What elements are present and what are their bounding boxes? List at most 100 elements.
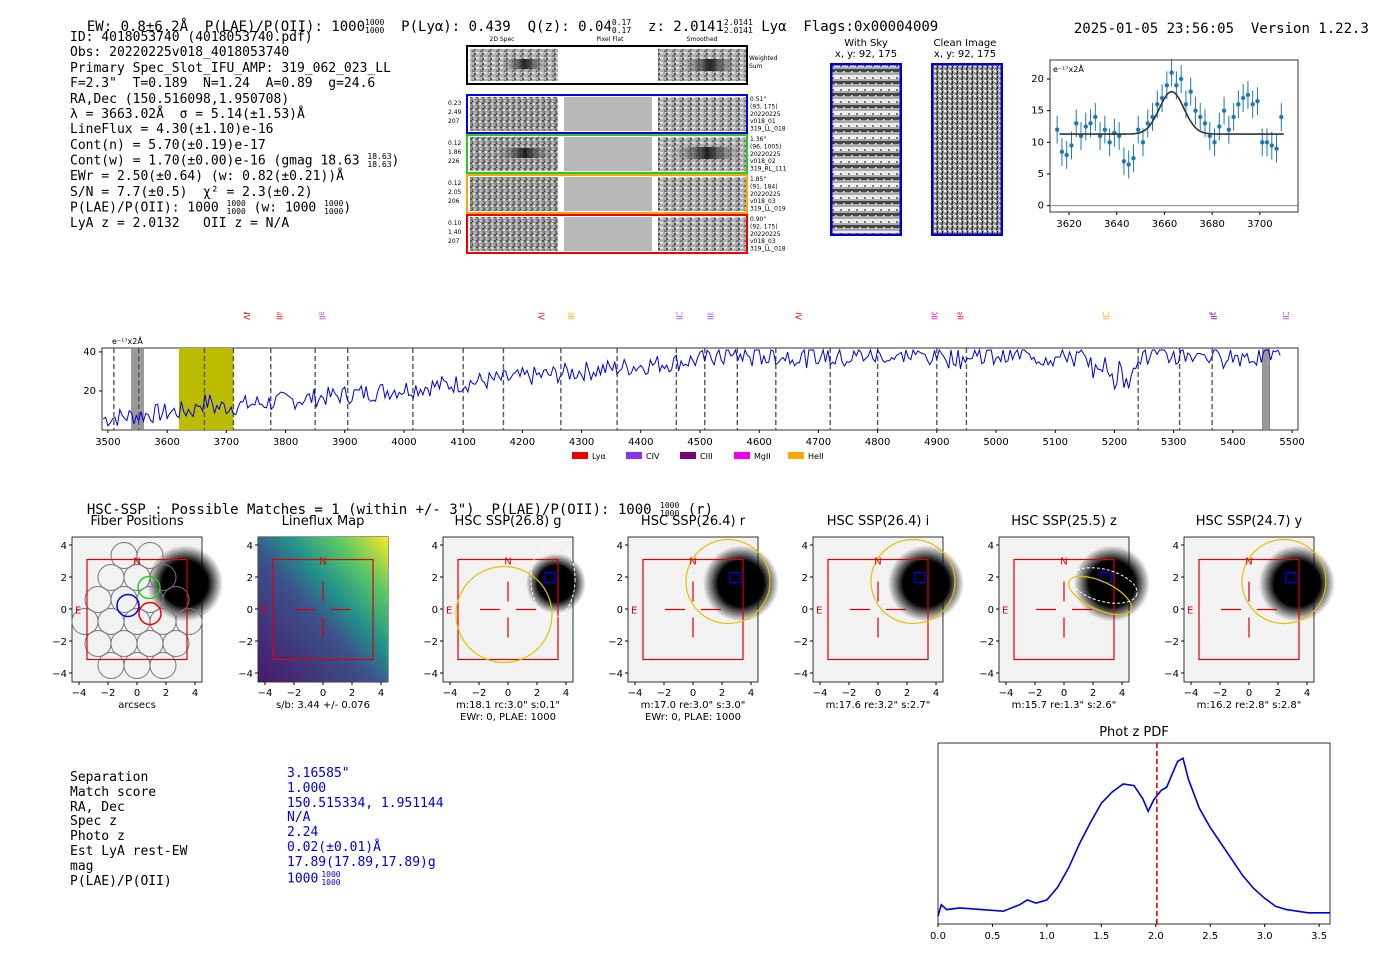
smoothed-cell [658,177,746,211]
x-tick-label: 4700 [806,437,831,448]
spec2d-row-left-label: 2.05 [448,189,462,196]
info-ewr: EWr = 2.50(±0.64) (w: 0.82(±0.21))Å [70,169,344,185]
spec2d-row-left-label: 0.23 [448,100,462,107]
header-bar: EW: 0.8±6.2Å P(LAE)/P(OII): 10001000 1000… [70,3,938,36]
header-z-sub: 2.0141 [723,26,753,35]
data-point [1221,108,1227,113]
counterpart-marker [914,571,926,584]
header-plae: P(LAE)/P(OII): 1000 [204,19,366,35]
x-tick-label: 1.0 [1039,931,1055,942]
y-tick-label: −2 [238,637,253,648]
x-tick-label: 2 [1275,688,1281,699]
info-contw-text: Cont(w) = 1.70(±0.00)e-16 (gmag 18.63 [70,153,360,169]
y-tick-label: 40 [83,347,96,358]
sky-cutout-coords: x, y: 92, 175 [834,49,898,60]
fiber-circle [116,593,140,618]
x-tick-label: 5400 [1220,437,1245,448]
match-label: P(LAE)/P(OII) [70,873,172,889]
info-plae-sub: 1000 [226,207,246,217]
x-tick-label: 2 [1090,688,1096,699]
hsc-panel-title: HSC SSP(25.5) z [1011,514,1117,529]
aperture-ellipse [685,538,771,625]
data-point [1069,143,1074,148]
spec2d-row-left-label: 0.12 [448,140,462,147]
x-tick-label: −2 [472,688,487,699]
data-point [1164,83,1170,88]
y-tick-label: 2 [802,573,808,584]
y-tick-label: 0 [432,605,438,616]
hsc-panel: Lineflux Map N E 4 2 0 −2 −4 −4 −2 0 2 4 s/b: 3.44 +/… [238,514,389,711]
legend-label: CIII [700,452,713,461]
emission-line-label: CII [1281,312,1290,320]
spectrum-axes [101,347,1299,431]
match-plae-fraction: 1000 1000 [321,870,340,887]
legend-label: CIV [646,452,660,461]
y-tick-label: 15 [1031,106,1044,117]
data-point [1088,121,1093,126]
legend-label: Lyα [592,452,606,461]
header-date: 2025-01-05 23:56:05 [1073,21,1235,37]
match-value-text: 0.02(±0.01)Å [287,839,381,855]
y-tick-label: 20 [83,386,96,397]
spec2d-row-right-label: 1.36" [750,136,766,143]
y-tick-label: 20 [1031,74,1044,85]
header-ew: EW: 0.8±6.2Å [86,19,189,35]
data-point [1183,102,1189,107]
x-tick-label: 2.5 [1202,931,1218,942]
y-tick-label: −2 [979,637,994,648]
spec2d-row-right-label: 20220225 [750,111,781,118]
counterpart-marker [729,571,741,584]
y-tick-label: 0 [988,605,994,616]
data-point [1264,140,1270,145]
spec2d-row-right-label: (96, 1005) [750,143,781,150]
bright-source [526,553,586,614]
aperture-ellipse [455,565,553,664]
aperture-box [86,558,188,661]
legend-swatch [626,452,642,459]
spec2d-row-right-label: v018_02 [750,158,776,165]
y-tick-label: 5 [1038,169,1044,180]
data-point [1064,152,1069,158]
info-primary: Primary Spec_Slot_IFU_AMP: 319_062_023_L… [70,60,391,76]
spec2d-row-left-label: 0.10 [448,220,462,227]
x-tick-label: 3640 [1104,219,1129,230]
x-tick-label: 3700 [1247,219,1272,230]
data-point [1116,133,1122,139]
spec2d-row-right-label: 0.90" [750,216,766,223]
info-plae: P(LAE)/P(OII): 1000 1000 1000 (w: 1000 10… [70,199,352,217]
x-tick-label: 2 [534,688,540,699]
x-tick-label: 0 [1246,688,1252,699]
x-tick-label: 4 [563,688,569,699]
info-lambda: λ = 3663.02Å σ = 5.14(±1.53)Å [70,107,305,123]
x-tick-label: 5300 [1161,437,1186,448]
spec2d-row-right-label: 20220225 [750,191,781,198]
bright-source [147,545,223,622]
spec2d-row-right-label: 0.51" [750,96,766,103]
data-point [1178,76,1184,82]
info-plae-w-sup: 1000 [324,199,344,209]
y-axis-label: e⁻¹⁷x2Å [112,335,143,346]
smoothed-cell [658,217,746,251]
east-label: E [261,606,267,617]
header-plae-sup: 1000 [365,18,385,27]
info-sn: S/N = 7.7(±0.5) χ² = 2.3(±0.2) [70,184,313,200]
match-label: Spec z [70,814,117,830]
y-tick-label: 4 [61,541,67,552]
x-tick-label: 4600 [746,437,771,448]
hsc-panel-caption: m:17.0 re:3.0" s:3.0" [641,700,746,711]
header-version: Version 1.22.3 [1250,21,1369,37]
header-qz: Q(z): 0.04 [527,19,612,35]
y-tick-label: 0 [1038,201,1044,212]
masked-region [131,347,144,431]
x-tick-label: 2.0 [1148,931,1164,942]
clean-cutout-title: Clean Image x, y: 92, 175 [925,38,1005,60]
data-point [1159,95,1165,101]
east-label: E [1187,606,1193,617]
match-value: 150.515334, 1.951144 [287,796,444,812]
spec2d-row-right-label: 20220225 [750,231,781,238]
hsc-panel-caption: m:16.2 re:2.8" s:2.8" [1197,700,1302,711]
x-tick-label: 3620 [1056,219,1081,230]
spec2d-row-left-label: 2.49 [448,109,462,116]
